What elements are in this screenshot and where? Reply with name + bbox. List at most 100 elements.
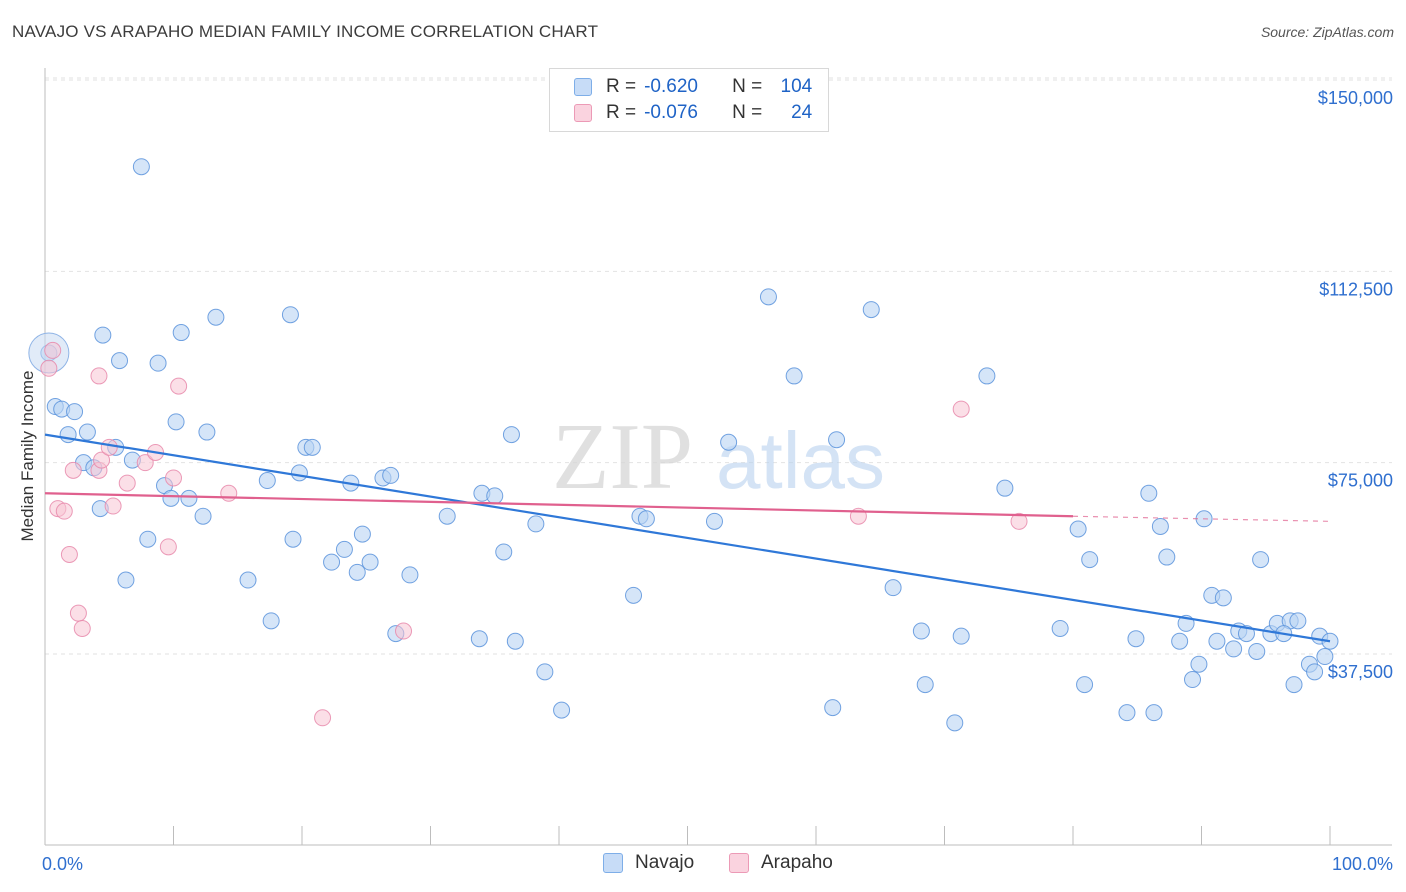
arapaho-point <box>165 469 182 487</box>
legend-n-value: 104 <box>780 76 813 97</box>
navajo-point <box>132 158 150 176</box>
navajo-point <box>1252 551 1270 569</box>
navajo-point <box>978 367 996 385</box>
correlation-legend: R = -0.620 N = 104 R = -0.076 N = 24 <box>549 68 829 132</box>
navajo-point <box>1208 632 1226 650</box>
navajo-point <box>401 566 419 584</box>
watermark-atlas: atlas <box>716 416 885 505</box>
navajo-point <box>167 413 185 431</box>
arapaho-point <box>1010 512 1028 530</box>
navajo-point <box>952 627 970 645</box>
arapaho-point <box>952 400 970 418</box>
y-tick-label: $112,500 <box>1319 279 1393 299</box>
y-tick-label: $75,000 <box>1328 471 1393 491</box>
navajo-point <box>553 701 571 719</box>
navajo-point <box>1248 642 1266 660</box>
navajo-point <box>1145 704 1163 722</box>
navajo-point <box>1171 632 1189 650</box>
navajo-point <box>1081 551 1099 569</box>
navajo-point <box>1316 648 1334 666</box>
navajo-point <box>149 354 167 372</box>
navajo-point <box>1237 625 1255 643</box>
navajo-point <box>785 367 803 385</box>
y-tick-label: $37,500 <box>1328 662 1393 682</box>
navajo-point <box>1184 671 1202 689</box>
arapaho-point <box>73 619 91 637</box>
navajo-point <box>536 663 554 681</box>
arapaho-point <box>93 451 111 469</box>
arapaho-point <box>64 461 82 479</box>
legend-n-value: 24 <box>791 102 813 123</box>
x-tick-label: 100.0% <box>1332 854 1393 874</box>
navajo-point <box>323 553 341 571</box>
navajo-point <box>194 507 212 525</box>
arapaho-point <box>104 497 122 515</box>
arapaho-point <box>220 484 238 502</box>
legend-row-arapaho: R = -0.076 N = 24 <box>574 102 812 124</box>
arapaho-point <box>60 546 78 564</box>
arapaho-points <box>40 341 1028 727</box>
y-tick-labels: $37,500 $75,000 $112,500 $150,000 <box>1318 88 1393 682</box>
series-legend-swatch-navajo <box>603 853 623 873</box>
legend-r-label: R = <box>606 76 637 97</box>
navajo-point <box>1069 520 1087 538</box>
navajo-point <box>139 530 157 548</box>
navajo-point <box>705 512 723 530</box>
series-legend-arapaho[interactable]: Arapaho <box>729 852 833 874</box>
x-tick-label: 0.0% <box>42 854 83 874</box>
navajo-point <box>470 630 488 648</box>
arapaho-trend-line <box>44 492 1074 518</box>
navajo-point <box>916 676 934 694</box>
navajo-point <box>198 423 216 441</box>
navajo-point <box>303 438 321 456</box>
arapaho-point <box>69 604 87 622</box>
x-tick-labels: 0.0% 100.0% <box>42 854 1393 874</box>
navajo-point <box>162 489 180 507</box>
series-legend-label-navajo: Navajo <box>635 852 695 873</box>
series-legend: Navajo Arapaho <box>0 852 1406 878</box>
navajo-point <box>1158 548 1176 566</box>
navajo-point <box>946 714 964 732</box>
navajo-point <box>290 464 308 482</box>
arapaho-trend-extension <box>1072 515 1331 522</box>
navajo-point <box>353 525 371 543</box>
navajo-point <box>527 515 545 533</box>
navajo-point <box>862 301 880 319</box>
navajo-point <box>117 571 135 589</box>
navajo-point <box>1214 589 1232 607</box>
legend-r-label: R = <box>606 102 637 123</box>
navajo-point <box>382 466 400 484</box>
trend-lines <box>44 433 1331 643</box>
arapaho-point <box>159 538 177 556</box>
arapaho-point <box>55 502 73 520</box>
legend-swatch-navajo <box>574 78 592 96</box>
arapaho-point <box>90 367 108 385</box>
arapaho-point <box>170 377 188 395</box>
navajo-point <box>506 632 524 650</box>
series-legend-navajo[interactable]: Navajo <box>603 852 694 874</box>
navajo-point <box>262 612 280 630</box>
navajo-point <box>111 352 129 370</box>
navajo-point <box>348 563 366 581</box>
navajo-point <box>1190 655 1208 673</box>
legend-swatch-arapaho <box>574 104 592 122</box>
navajo-point <box>1051 619 1069 637</box>
navajo-point <box>1225 640 1243 658</box>
navajo-point <box>1306 663 1324 681</box>
arapaho-point <box>44 341 62 359</box>
navajo-point <box>239 571 257 589</box>
navajo-point <box>486 487 504 505</box>
navajo-point <box>637 510 655 528</box>
navajo-point <box>1076 676 1094 694</box>
navajo-point <box>1289 612 1307 630</box>
navajo-point <box>495 543 513 561</box>
navajo-point <box>180 489 198 507</box>
navajo-point <box>824 699 842 717</box>
navajo-point <box>720 433 738 451</box>
arapaho-point <box>100 438 118 456</box>
chart-title: NAVAJO VS ARAPAHO MEDIAN FAMILY INCOME C… <box>12 22 599 41</box>
legend-n-label: N = <box>732 102 763 123</box>
navajo-point <box>1127 630 1145 648</box>
watermark: ZIP atlas <box>552 405 885 509</box>
